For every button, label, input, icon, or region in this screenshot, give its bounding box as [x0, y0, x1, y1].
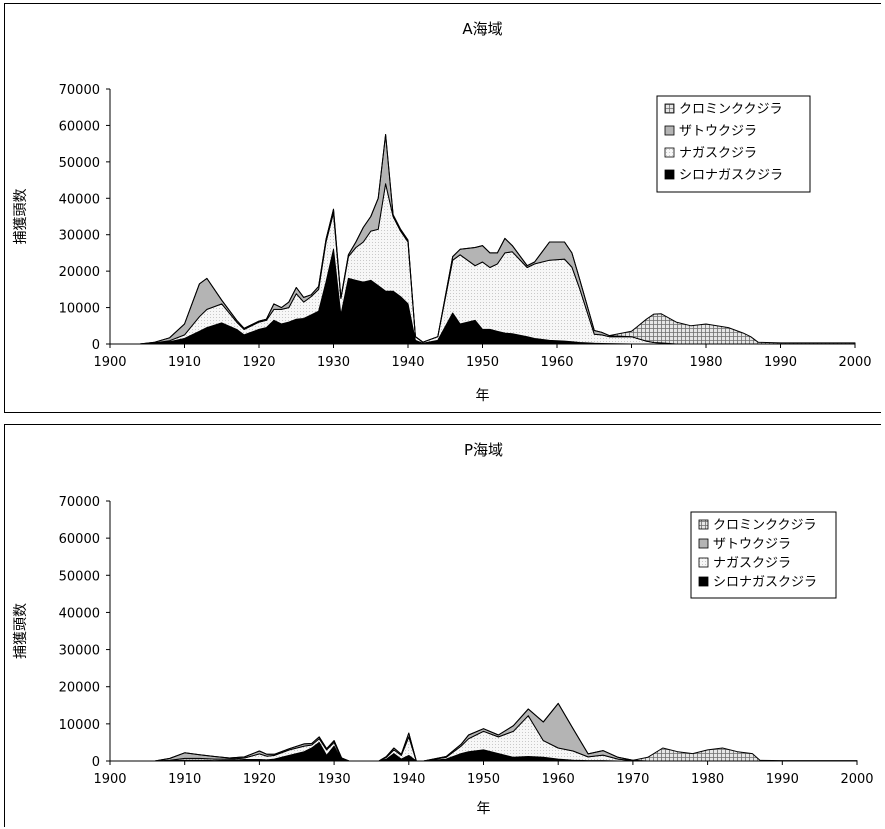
x-tick-label: 1900 — [93, 772, 126, 787]
legend-label: ナガスクジラ — [713, 556, 791, 571]
y-tick-label: 60000 — [59, 532, 100, 547]
legend-label: シロナガスクジラ — [713, 575, 817, 590]
chart-panel-p: P海域 0 10000 20000 30000 40000 50000 60000 70000 1… — [4, 424, 881, 827]
legend-box — [690, 511, 837, 599]
y-tick-label: 40000 — [59, 192, 100, 207]
series-area-3 — [139, 134, 856, 345]
x-tick-label: 1950 — [467, 772, 500, 787]
legend-label: シロナガスクジラ — [679, 168, 783, 183]
legend-swatch — [664, 103, 675, 114]
legend-swatch — [698, 557, 709, 568]
x-tick-label: 1910 — [168, 772, 201, 787]
y-tick-label: 20000 — [59, 681, 100, 696]
x-tick-label: 1960 — [540, 355, 573, 370]
legend-swatch — [664, 125, 675, 136]
x-tick-label: 1930 — [317, 355, 350, 370]
legend-label: ザトウクジラ — [679, 124, 757, 139]
chart-svg: A海域 0 10000 20000 30000 40000 50000 60000 70000 1… — [13, 20, 872, 404]
legend-box — [656, 95, 811, 193]
y-tick-label: 30000 — [59, 229, 100, 244]
x-tick-label: 1990 — [764, 355, 797, 370]
x-tick-label: 1920 — [242, 355, 275, 370]
y-tick-label: 60000 — [59, 119, 100, 134]
legend-swatch — [698, 519, 709, 530]
y-axis-label: 捕獲頭数 — [13, 603, 29, 659]
y-tick-label: 70000 — [59, 495, 100, 510]
x-axis-label: 年 — [476, 388, 490, 404]
x-tick-label: 1950 — [466, 355, 499, 370]
legend-label: クロミンククジラ — [713, 518, 816, 533]
y-tick-label: 20000 — [59, 265, 100, 280]
chart-title: P海域 — [464, 441, 503, 459]
x-tick-label: 1940 — [391, 355, 424, 370]
x-tick-label: 1920 — [243, 772, 276, 787]
x-tick-label: 1970 — [616, 772, 649, 787]
x-tick-label: 2000 — [840, 772, 873, 787]
legend-label: クロミンククジラ — [679, 102, 782, 117]
y-axis-label: 捕獲頭数 — [13, 189, 29, 245]
y-tick-label: 10000 — [59, 718, 100, 733]
y-tick-label: 40000 — [59, 606, 100, 621]
y-tick-label: 70000 — [59, 83, 100, 98]
x-tick-label: 1970 — [615, 355, 648, 370]
y-tick-label: 0 — [92, 755, 100, 770]
x-tick-label: 1940 — [392, 772, 425, 787]
legend-swatch — [664, 169, 675, 180]
legend-label: ザトウクジラ — [713, 537, 791, 552]
y-tick-label: 0 — [92, 338, 100, 353]
legend-swatch — [698, 576, 709, 587]
x-tick-label: 1910 — [168, 355, 201, 370]
y-tick-label: 50000 — [59, 569, 100, 584]
x-tick-label: 1900 — [93, 355, 126, 370]
chart-panel-a: A海域 0 10000 20000 30000 40000 50000 60000 70000 1… — [4, 3, 881, 413]
chart-svg: P海域 0 10000 20000 30000 40000 50000 60000 70000 1… — [13, 441, 874, 817]
x-axis-label: 年 — [477, 801, 491, 817]
y-tick-label: 50000 — [59, 156, 100, 171]
legend-swatch — [698, 538, 709, 549]
y-tick-label: 10000 — [59, 302, 100, 317]
chart-title: A海域 — [462, 20, 502, 38]
x-tick-label: 2000 — [838, 355, 871, 370]
y-tick-label: 30000 — [59, 644, 100, 659]
legend-label: ナガスクジラ — [679, 146, 757, 161]
x-tick-label: 1930 — [318, 772, 351, 787]
x-tick-label: 1980 — [691, 772, 724, 787]
x-tick-label: 1990 — [766, 772, 799, 787]
legend-swatch — [664, 147, 675, 158]
x-tick-label: 1960 — [542, 772, 575, 787]
x-tick-label: 1980 — [689, 355, 722, 370]
